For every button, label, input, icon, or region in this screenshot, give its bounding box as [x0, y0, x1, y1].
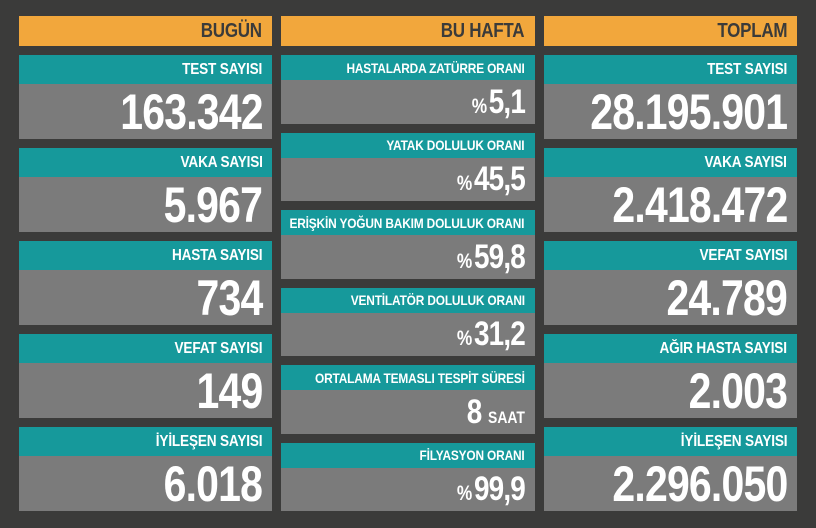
- stat-label: HASTALARDA ZATÜRRE ORANI: [281, 55, 535, 80]
- card-hafta-yogun-bakim-doluluk: ERİŞKİN YOĞUN BAKIM DOLULUK ORANI %59,8: [281, 210, 535, 279]
- stat-value: %59,8: [281, 235, 535, 279]
- stat-label: VAKA SAYISI: [19, 148, 273, 177]
- card-bugun-vefat-sayisi: VEFAT SAYISI 149: [19, 334, 273, 418]
- card-bugun-vaka-sayisi: VAKA SAYISI 5.967: [19, 148, 273, 232]
- stat-label: VAKA SAYISI: [543, 148, 797, 177]
- stat-label: VENTİLATÖR DOLULUK ORANI: [281, 287, 535, 313]
- stat-value: %5,1: [281, 80, 535, 124]
- stat-label: HASTA SAYISI: [19, 241, 273, 270]
- stat-label: ERİŞKİN YOĞUN BAKIM DOLULUK ORANI: [281, 210, 535, 235]
- column-header-bu-hafta: BU HAFTA: [281, 16, 535, 46]
- stat-label: TEST SAYISI: [19, 55, 273, 84]
- column-bu-hafta: BU HAFTA HASTALARDA ZATÜRRE ORANI %5,1 Y…: [281, 16, 535, 511]
- card-toplam-test-sayisi: TEST SAYISI 28.195.901: [543, 55, 797, 139]
- stat-label: AĞIR HASTA SAYISI: [543, 334, 797, 363]
- column-header-bugun-label: BUGÜN: [201, 19, 263, 42]
- column-toplam: TOPLAM TEST SAYISI 28.195.901 VAKA SAYIS…: [543, 16, 797, 511]
- stat-value: %45,5: [281, 157, 535, 201]
- stat-value: 24.789: [543, 270, 797, 325]
- stat-value: 28.195.901: [543, 84, 797, 139]
- column-header-toplam: TOPLAM: [543, 16, 797, 46]
- stat-value: 2.296.050: [543, 456, 797, 511]
- card-bugun-iyilesen-sayisi: İYİLEŞEN SAYISI 6.018: [19, 427, 273, 511]
- card-hafta-filyasyon-orani: FİLYASYON ORANI %99,9: [281, 442, 535, 511]
- column-header-bu-hafta-label: BU HAFTA: [441, 19, 525, 42]
- stat-value: 6.018: [19, 456, 273, 511]
- card-toplam-vaka-sayisi: VAKA SAYISI 2.418.472: [543, 148, 797, 232]
- stat-label: FİLYASYON ORANI: [281, 442, 535, 468]
- card-bugun-hasta-sayisi: HASTA SAYISI 734: [19, 241, 273, 325]
- stat-value: 5.967: [19, 177, 273, 232]
- card-hafta-zaturre-orani: HASTALARDA ZATÜRRE ORANI %5,1: [281, 55, 535, 124]
- stat-value: %99,9: [281, 467, 535, 511]
- card-toplam-vefat-sayisi: VEFAT SAYISI 24.789: [543, 241, 797, 325]
- stat-label: YATAK DOLULUK ORANI: [281, 132, 535, 158]
- stat-label: İYİLEŞEN SAYISI: [543, 427, 797, 456]
- stat-value: %31,2: [281, 312, 535, 356]
- card-hafta-ventilator-doluluk: VENTİLATÖR DOLULUK ORANI %31,2: [281, 287, 535, 356]
- stat-label: VEFAT SAYISI: [543, 241, 797, 270]
- stat-label: İYİLEŞEN SAYISI: [19, 427, 273, 456]
- card-bugun-test-sayisi: TEST SAYISI 163.342: [19, 55, 273, 139]
- stat-label: ORTALAMA TEMASLI TESPİT SÜRESİ: [281, 365, 535, 390]
- stat-value: 149: [19, 363, 273, 418]
- column-header-bugun: BUGÜN: [19, 16, 273, 46]
- stat-value: 8 SAAT: [281, 390, 535, 434]
- stat-value: 163.342: [19, 84, 273, 139]
- card-hafta-temasli-tespit-suresi: ORTALAMA TEMASLI TESPİT SÜRESİ 8 SAAT: [281, 365, 535, 434]
- stat-label: TEST SAYISI: [543, 55, 797, 84]
- card-toplam-agir-hasta-sayisi: AĞIR HASTA SAYISI 2.003: [543, 334, 797, 418]
- column-bugun: BUGÜN TEST SAYISI 163.342 VAKA SAYISI 5.…: [19, 16, 273, 511]
- column-header-toplam-label: TOPLAM: [717, 19, 787, 42]
- stat-value: 734: [19, 270, 273, 325]
- stat-value: 2.418.472: [543, 177, 797, 232]
- stat-value: 2.003: [543, 363, 797, 418]
- card-toplam-iyilesen-sayisi: İYİLEŞEN SAYISI 2.296.050: [543, 427, 797, 511]
- stat-label: VEFAT SAYISI: [19, 334, 273, 363]
- card-hafta-yatak-doluluk: YATAK DOLULUK ORANI %45,5: [281, 132, 535, 201]
